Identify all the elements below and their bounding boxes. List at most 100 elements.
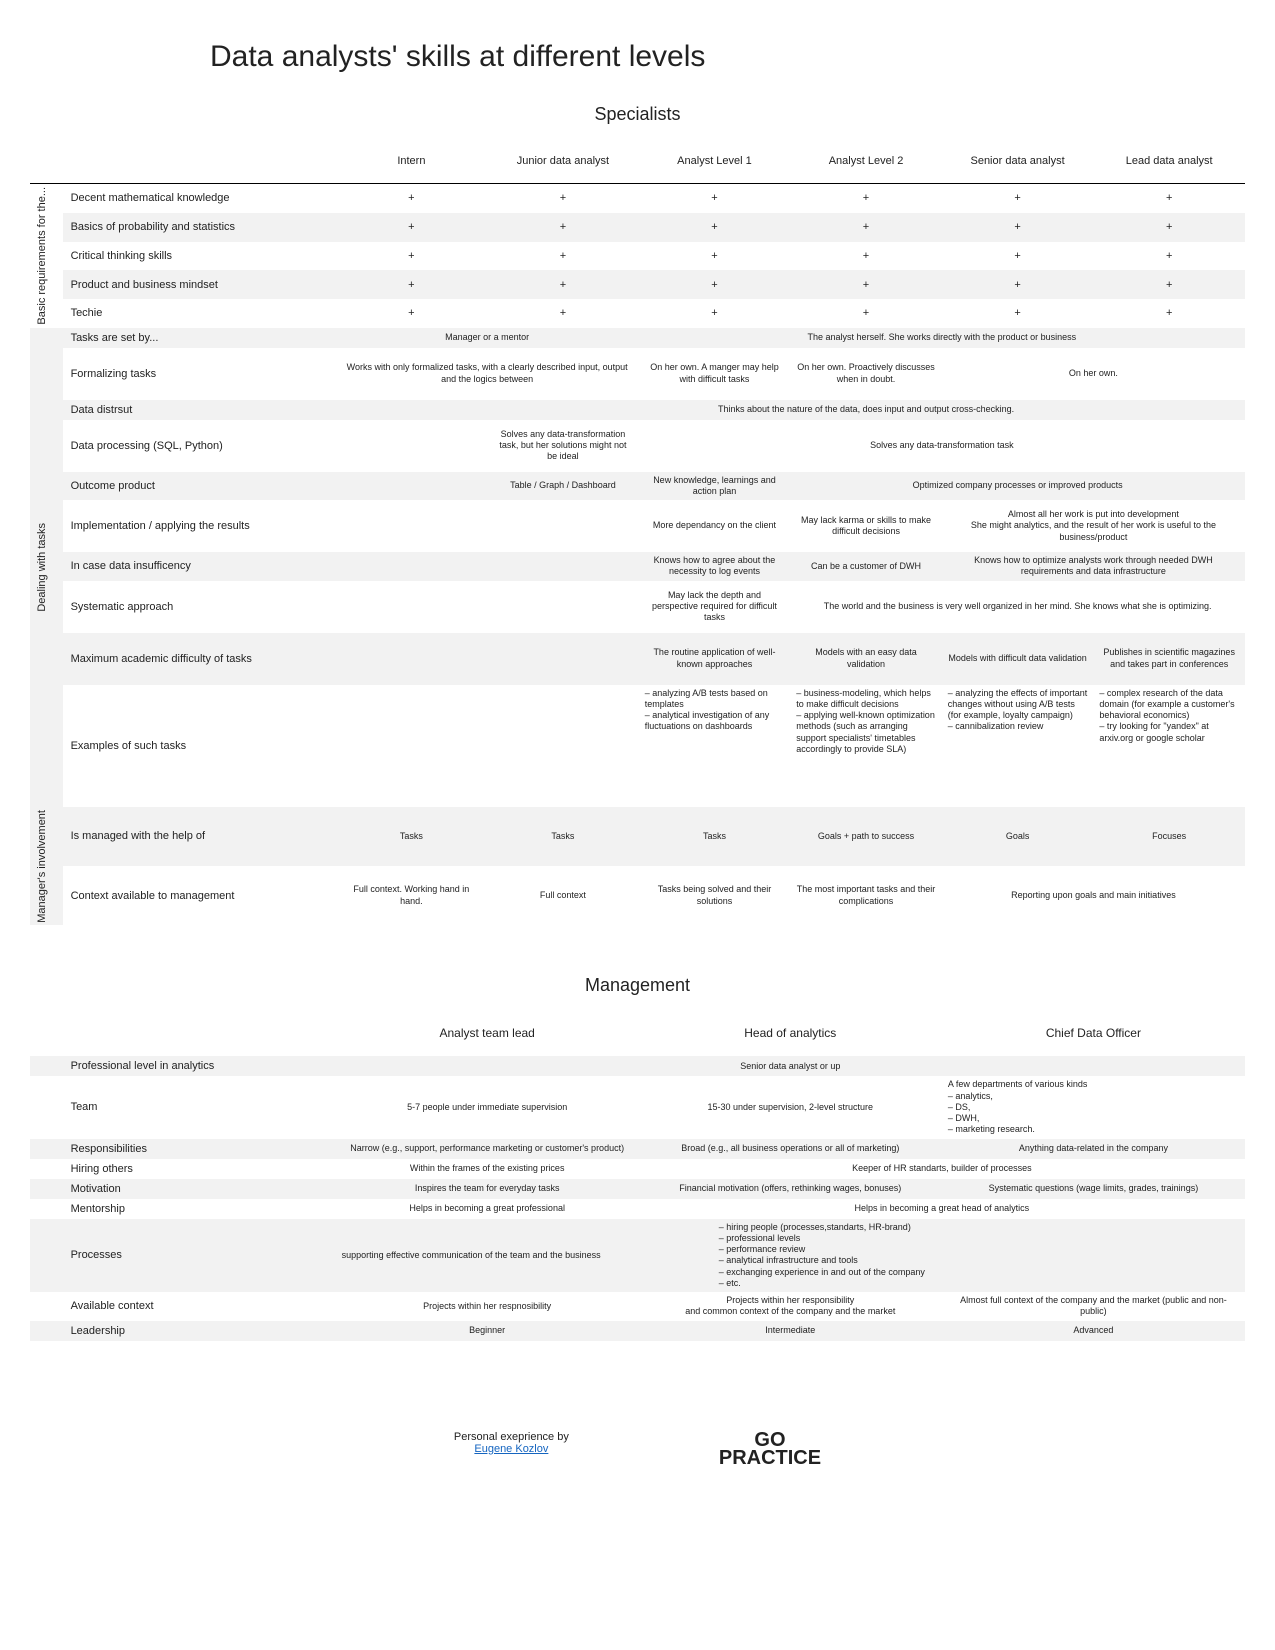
cell: A few departments of various kinds – ana… <box>942 1076 1245 1138</box>
footer: Personal exeprience by Eugene Kozlov GOP… <box>30 1431 1245 1467</box>
cell: Full context. Working hand in hand. <box>336 866 488 925</box>
row-processing: Data processing (SQL, Python) <box>63 420 336 472</box>
cell: On her own. Proactively discusses when i… <box>790 348 942 400</box>
cell: Helps in becoming a great head of analyt… <box>639 1199 1245 1219</box>
cell: The most important tasks and their compl… <box>790 866 942 925</box>
cell: Can be a customer of DWH <box>790 552 942 581</box>
row-context: Context available to management <box>63 866 336 925</box>
specialists-table: Intern Junior data analyst Analyst Level… <box>30 139 1245 925</box>
cell: Models with difficult data validation <box>942 633 1094 685</box>
col-cdo: Chief Data Officer <box>942 1010 1245 1056</box>
row-motivation: Motivation <box>63 1179 336 1199</box>
cell: Projects within her responsibility and c… <box>639 1292 942 1321</box>
row-outcome: Outcome product <box>63 472 336 501</box>
cell: Almost full context of the company and t… <box>942 1292 1245 1321</box>
col-l1: Analyst Level 1 <box>639 139 791 184</box>
row-basic-0: Decent mathematical knowledge <box>63 184 336 213</box>
cell: More dependancy on the client <box>639 500 791 552</box>
cell: Manager or a mentor <box>336 328 639 348</box>
management-table: Analyst team lead Head of analytics Chie… <box>30 1010 1245 1340</box>
row-distrust: Data distrsut <box>63 400 336 420</box>
cell: Tasks being solved and their solutions <box>639 866 791 925</box>
cell: Financial motivation (offers, rethinking… <box>639 1179 942 1199</box>
cell: Solves any data-transformation task <box>639 420 1245 472</box>
row-prof-level: Professional level in analytics <box>63 1056 336 1076</box>
cell: Table / Graph / Dashboard <box>487 472 639 501</box>
cell: Broad (e.g., all business operations or … <box>639 1139 942 1159</box>
page-title: Data analysts' skills at different level… <box>210 40 1245 74</box>
cell: The world and the business is very well … <box>790 581 1245 633</box>
row-max-difficulty: Maximum academic difficulty of tasks <box>63 633 336 685</box>
row-basic-4: Techie <box>63 299 336 328</box>
group-tasks: Dealing with tasks <box>36 523 48 612</box>
cell: Tasks <box>639 807 791 866</box>
cell: Systematic questions (wage limits, grade… <box>942 1179 1245 1199</box>
cell: Knows how to agree about the necessity t… <box>639 552 791 581</box>
cell: Inspires the team for everyday tasks <box>336 1179 639 1199</box>
cell: On her own. A manger may help with diffi… <box>639 348 791 400</box>
row-formalizing: Formalizing tasks <box>63 348 336 400</box>
cell: Works with only formalized tasks, with a… <box>336 348 639 400</box>
cell: Advanced <box>942 1321 1245 1341</box>
cell: – business-modeling, which helps to make… <box>790 685 942 807</box>
cell: Reporting upon goals and main initiative… <box>942 866 1245 925</box>
cell: 5-7 people under immediate supervision <box>336 1076 639 1138</box>
cell: Thinks about the nature of the data, doe… <box>487 400 1245 420</box>
cell: The routine application of well-known ap… <box>639 633 791 685</box>
col-lead: Lead data analyst <box>1093 139 1245 184</box>
cell: Full context <box>487 866 639 925</box>
cell: – analyzing A/B tests based on templates… <box>639 685 791 807</box>
cell: The analyst herself. She works directly … <box>639 328 1245 348</box>
cell: – complex research of the data domain (f… <box>1093 685 1245 807</box>
cell: Goals <box>942 807 1094 866</box>
cell: Tasks <box>487 807 639 866</box>
row-implementation: Implementation / applying the results <box>63 500 336 552</box>
footer-text: Personal exeprience by <box>454 1431 569 1443</box>
cell: Anything data-related in the company <box>942 1139 1245 1159</box>
row-mentorship: Mentorship <box>63 1199 336 1219</box>
row-resp: Responsibilities <box>63 1139 336 1159</box>
row-tasks-set: Tasks are set by... <box>63 328 336 348</box>
row-insufficiency: In case data insufficency <box>63 552 336 581</box>
col-intern: Intern <box>336 139 488 184</box>
cell: 15-30 under supervision, 2-level structu… <box>639 1076 942 1138</box>
col-junior: Junior data analyst <box>487 139 639 184</box>
cell: Within the frames of the existing prices <box>336 1159 639 1179</box>
cell: – analyzing the effects of important cha… <box>942 685 1094 807</box>
group-basic: Basic requirements for the... <box>36 187 48 325</box>
cell: Optimized company processes or improved … <box>790 472 1245 501</box>
cell: – hiring people (processes,standarts, HR… <box>639 1219 1245 1293</box>
cell: Helps in becoming a great professional <box>336 1199 639 1219</box>
cell: May lack the depth and perspective requi… <box>639 581 791 633</box>
cell: Beginner <box>336 1321 639 1341</box>
row-managed-by: Is managed with the help of <box>63 807 336 866</box>
row-basic-3: Product and business mindset <box>63 270 336 299</box>
cell: Projects within her respnosibility <box>336 1292 639 1321</box>
cell: Publishes in scientific magazines and ta… <box>1093 633 1245 685</box>
go-practice-logo: GOPRACTICE <box>719 1431 821 1467</box>
cell: Senior data analyst or up <box>336 1056 1245 1076</box>
cell: Keeper of HR standarts, builder of proce… <box>639 1159 1245 1179</box>
col-head: Head of analytics <box>639 1010 942 1056</box>
row-basic-1: Basics of probability and statistics <box>63 213 336 242</box>
cell: On her own. <box>942 348 1245 400</box>
row-team: Team <box>63 1076 336 1138</box>
cell: Tasks <box>336 807 488 866</box>
cell: Narrow (e.g., support, performance marke… <box>336 1139 639 1159</box>
row-examples: Examples of such tasks <box>63 685 336 807</box>
row-hiring: Hiring others <box>63 1159 336 1179</box>
author-link[interactable]: Eugene Kozlov <box>474 1443 548 1455</box>
row-leadership: Leadership <box>63 1321 336 1341</box>
management-heading: Management <box>30 975 1245 996</box>
cell: Focuses <box>1093 807 1245 866</box>
cell: May lack karma or skills to make difficu… <box>790 500 942 552</box>
cell: supporting effective communication of th… <box>336 1219 639 1293</box>
cell: Goals + path to success <box>790 807 942 866</box>
specialists-heading: Specialists <box>30 104 1245 125</box>
row-processes: Processes <box>63 1219 336 1293</box>
cell: Models with an easy data validation <box>790 633 942 685</box>
col-l2: Analyst Level 2 <box>790 139 942 184</box>
cell: Solves any data-transformation task, but… <box>487 420 639 472</box>
cell: Intermediate <box>639 1321 942 1341</box>
cell: Almost all her work is put into developm… <box>942 500 1245 552</box>
